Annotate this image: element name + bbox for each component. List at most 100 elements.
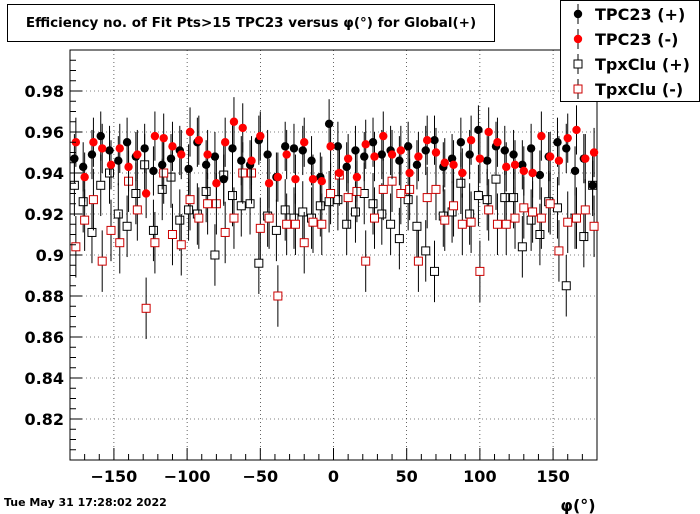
legend-item-tpxclu-plus: TpxClu (+) bbox=[561, 52, 700, 76]
legend-label: TPC23 (-) bbox=[595, 29, 679, 49]
data-point bbox=[579, 232, 589, 242]
data-point bbox=[422, 136, 432, 145]
data-point bbox=[78, 162, 88, 172]
data-point bbox=[324, 119, 334, 128]
data-point bbox=[177, 150, 186, 159]
data-point bbox=[168, 142, 177, 151]
data-point bbox=[396, 189, 406, 198]
data-point bbox=[273, 291, 283, 301]
data-point bbox=[210, 152, 220, 161]
data-point bbox=[456, 178, 466, 188]
data-point bbox=[342, 162, 351, 172]
data-point bbox=[271, 225, 281, 235]
y-tick-label: 0.82 bbox=[25, 410, 64, 429]
data-point bbox=[554, 246, 564, 256]
data-point bbox=[519, 203, 529, 213]
data-point bbox=[324, 197, 334, 207]
data-point bbox=[526, 215, 536, 225]
data-point bbox=[536, 213, 546, 223]
data-point bbox=[440, 158, 449, 167]
data-point bbox=[561, 281, 571, 291]
data-point bbox=[510, 160, 520, 169]
data-point bbox=[482, 195, 492, 205]
data-point bbox=[500, 146, 509, 155]
data-point bbox=[457, 219, 467, 229]
data-point bbox=[194, 136, 204, 145]
data-point bbox=[413, 256, 423, 266]
data-point bbox=[510, 213, 520, 223]
data-point bbox=[395, 156, 404, 165]
legend-item-tpxclu-minus: TpxClu (-) bbox=[561, 77, 700, 101]
x-tick-label: 150 bbox=[536, 467, 569, 486]
data-point bbox=[149, 166, 158, 176]
data-point bbox=[412, 221, 422, 231]
data-point bbox=[254, 258, 264, 268]
data-point bbox=[148, 225, 158, 235]
data-point bbox=[96, 180, 106, 190]
legend-label: TpxClu (+) bbox=[595, 54, 690, 74]
x-tick-label: 50 bbox=[396, 467, 418, 486]
open-square-black-icon bbox=[561, 52, 595, 76]
data-point bbox=[289, 144, 299, 153]
data-point bbox=[97, 256, 107, 266]
data-point bbox=[501, 219, 511, 229]
data-point bbox=[440, 215, 450, 225]
data-point bbox=[228, 144, 237, 153]
x-axis-label: φ(°) bbox=[560, 496, 595, 514]
data-point bbox=[333, 142, 343, 151]
data-point bbox=[492, 219, 502, 229]
data-point bbox=[387, 150, 397, 159]
data-point bbox=[431, 148, 441, 157]
data-point bbox=[552, 203, 562, 213]
data-point bbox=[282, 150, 291, 159]
data-point bbox=[201, 160, 211, 169]
data-point bbox=[140, 144, 149, 153]
data-point bbox=[491, 174, 501, 184]
data-point bbox=[484, 205, 494, 215]
data-point bbox=[483, 156, 492, 165]
data-point bbox=[403, 142, 413, 151]
data-point bbox=[247, 156, 256, 165]
data-point bbox=[106, 160, 116, 169]
data-point bbox=[368, 199, 378, 209]
data-point bbox=[421, 146, 430, 155]
data-point bbox=[158, 160, 167, 169]
data-point bbox=[87, 150, 97, 159]
data-point bbox=[545, 152, 555, 161]
data-point bbox=[98, 144, 107, 153]
data-point bbox=[280, 205, 290, 215]
data-point bbox=[581, 154, 590, 163]
data-point bbox=[282, 219, 292, 229]
data-point bbox=[563, 217, 573, 227]
data-point bbox=[554, 156, 564, 165]
data-point bbox=[89, 138, 98, 147]
data-point bbox=[396, 146, 406, 155]
data-point bbox=[431, 184, 441, 194]
data-point bbox=[236, 201, 246, 211]
data-point bbox=[360, 152, 369, 161]
data-point bbox=[255, 223, 265, 233]
data-point bbox=[124, 162, 133, 172]
y-tick-label: 0.92 bbox=[25, 205, 64, 224]
data-point bbox=[414, 152, 423, 161]
data-point bbox=[369, 213, 379, 223]
data-point bbox=[535, 170, 545, 180]
data-point bbox=[264, 179, 274, 188]
data-point bbox=[430, 136, 439, 145]
y-tick-label: 0.9 bbox=[36, 246, 64, 265]
data-point bbox=[150, 238, 160, 248]
data-point bbox=[405, 168, 414, 178]
data-point bbox=[563, 133, 572, 143]
data-point bbox=[317, 219, 327, 229]
data-point bbox=[307, 156, 316, 165]
data-point bbox=[122, 221, 132, 231]
data-point bbox=[580, 205, 590, 215]
x-tick-label: 100 bbox=[463, 467, 496, 486]
data-point bbox=[370, 152, 379, 161]
data-point bbox=[210, 250, 220, 260]
data-point bbox=[465, 209, 475, 219]
data-point bbox=[333, 195, 343, 205]
data-point bbox=[185, 127, 195, 137]
data-point bbox=[368, 138, 378, 147]
data-point bbox=[80, 215, 90, 225]
